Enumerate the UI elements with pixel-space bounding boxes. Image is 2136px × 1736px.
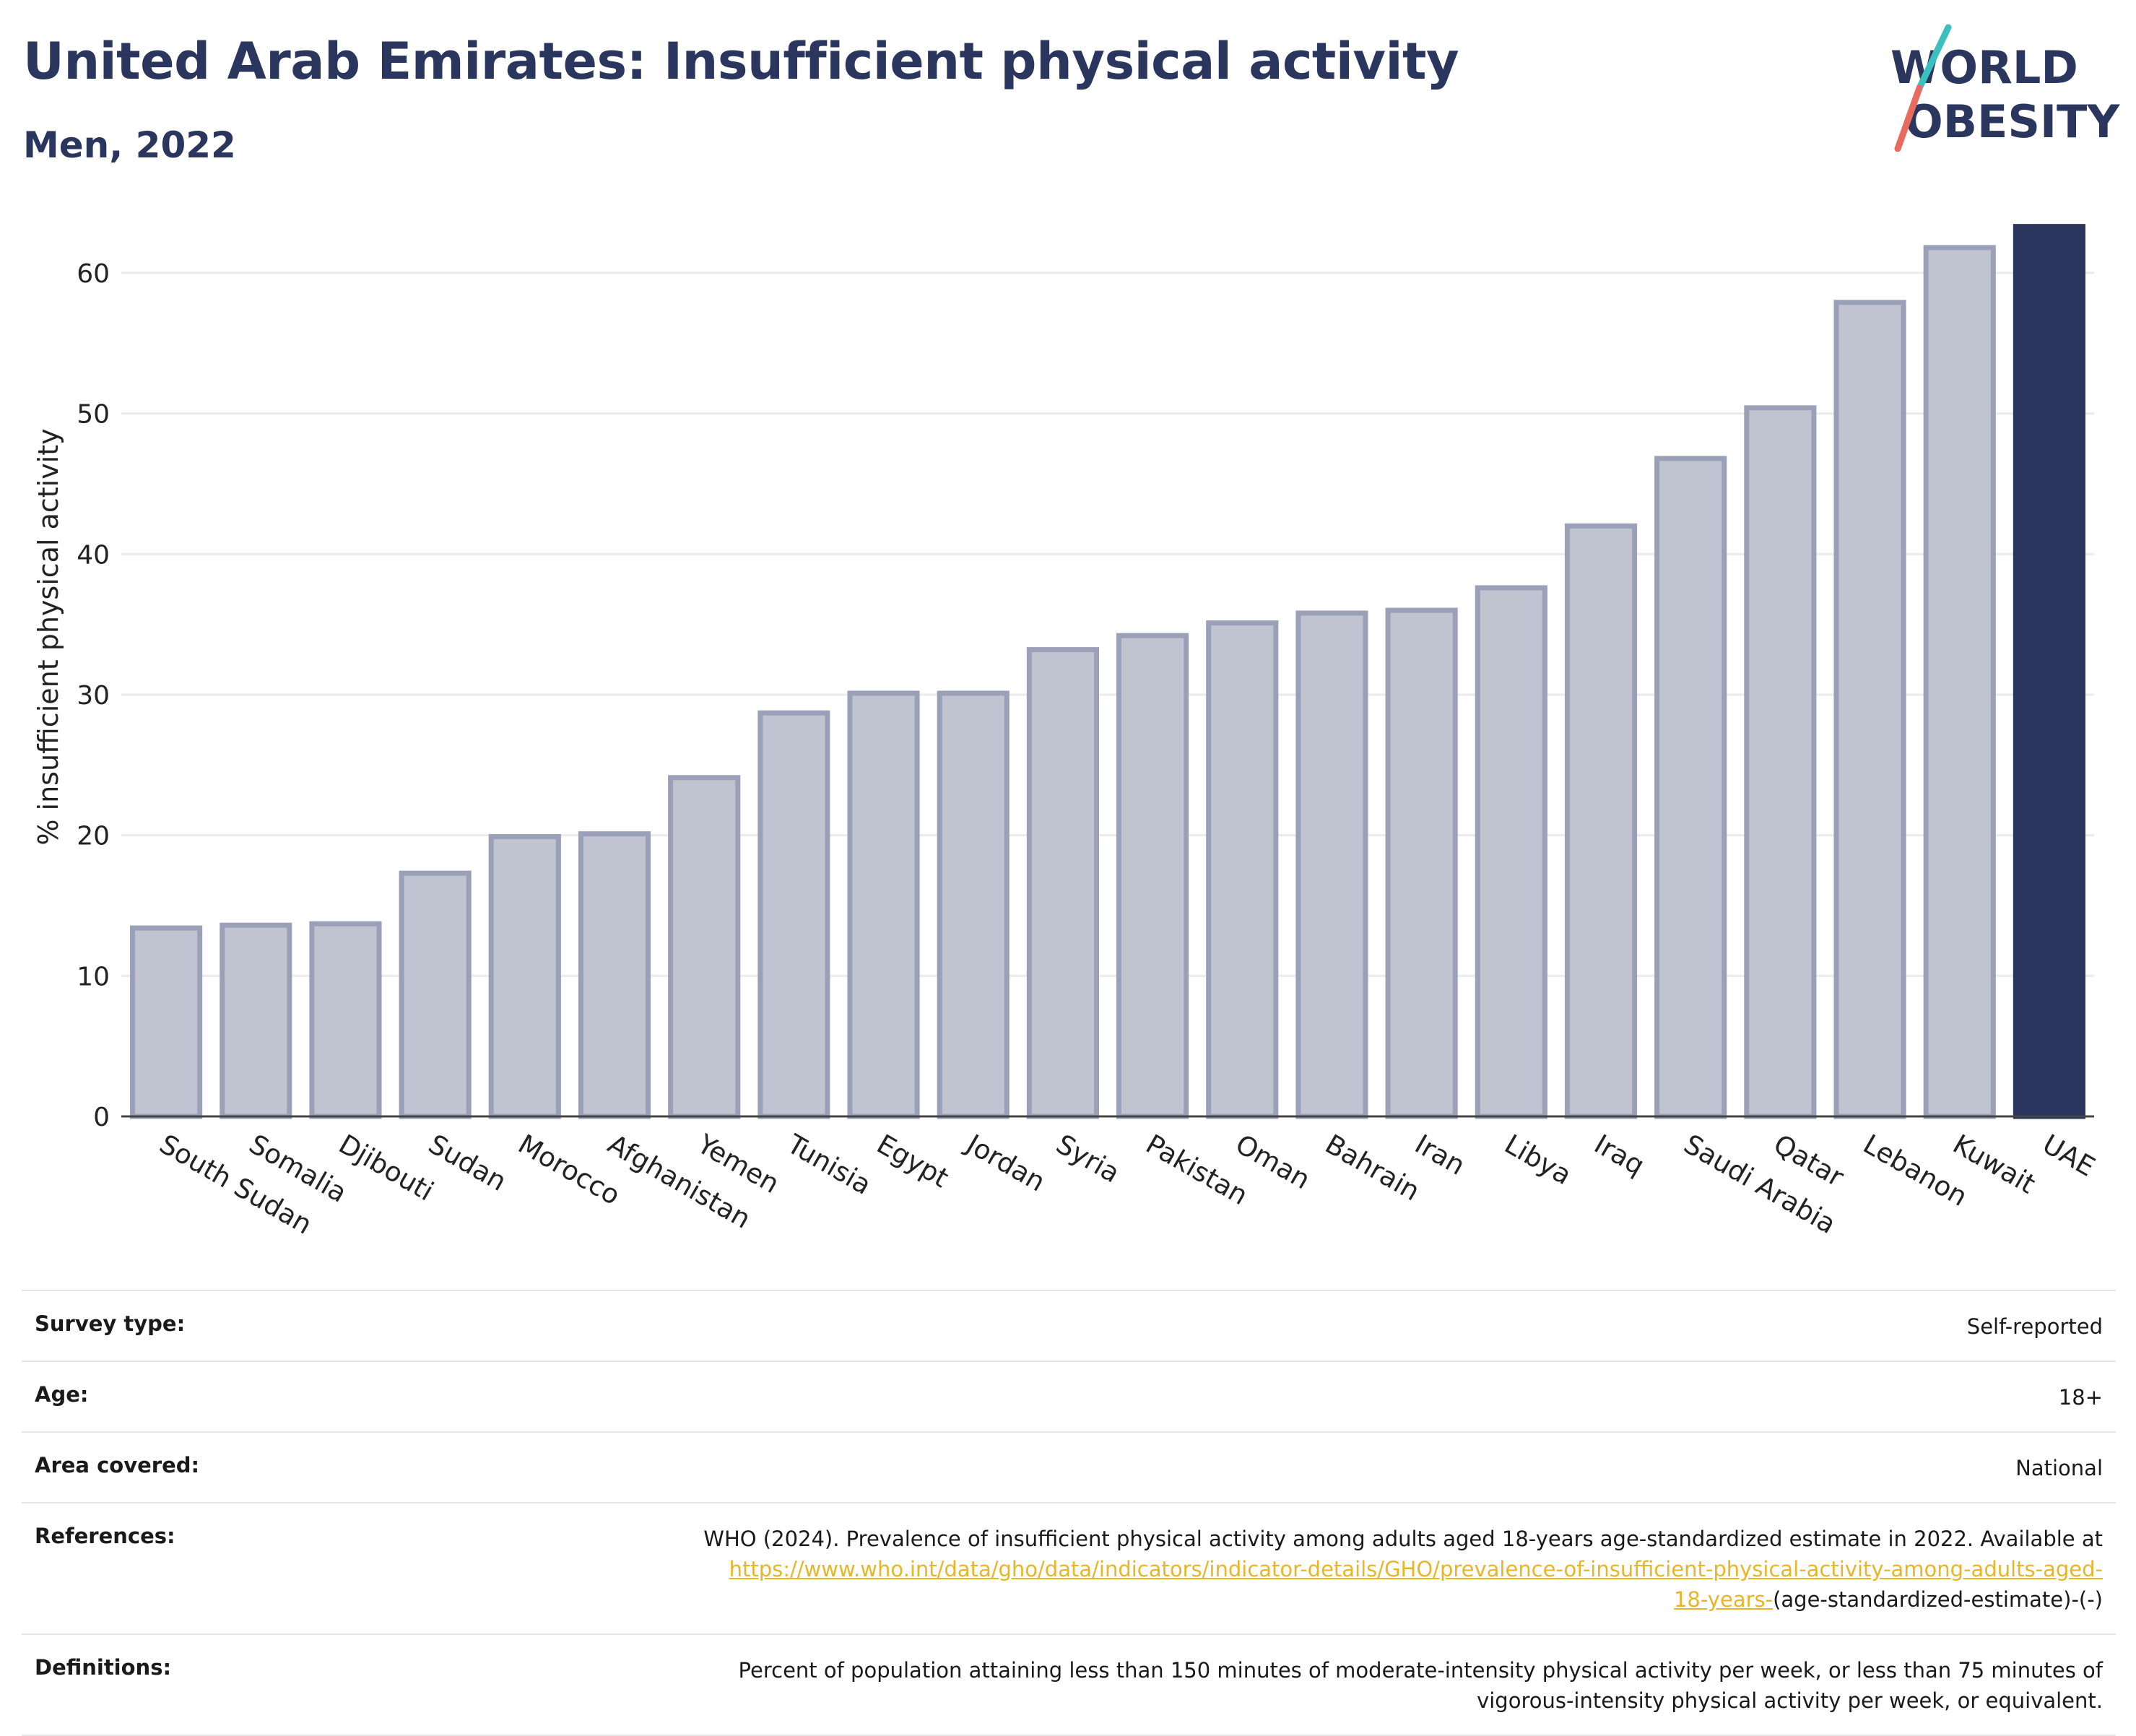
page-title: United Arab Emirates: Insufficient physi… — [23, 32, 1459, 91]
survey-type-label: Survey type: — [22, 1290, 338, 1361]
x-tick-label: Syria — [1051, 1129, 1125, 1189]
y-tick-label: 0 — [93, 1103, 110, 1132]
bar-yemen — [668, 775, 741, 1119]
x-tick-label: Sudan — [423, 1129, 511, 1198]
definitions-value: Percent of population attaining less tha… — [338, 1633, 2116, 1736]
x-tick-label: Pakistan — [1141, 1129, 1254, 1212]
y-tick-label: 10 — [77, 962, 110, 991]
x-tick-label: Saudi Arabia — [1679, 1129, 1841, 1241]
y-axis-label: % insufficient physical activity — [32, 428, 64, 845]
references-label: References: — [22, 1502, 338, 1634]
survey-type-value: Self-reported — [338, 1290, 2116, 1361]
x-tick-label: Morocco — [513, 1129, 625, 1212]
world-obesity-logo: WORLD OBESITY — [1890, 24, 2120, 152]
chart-y-tick-labels: 0 10 20 30 40 50 60 — [77, 259, 110, 1132]
info-row-age: Age: 18+ — [22, 1360, 2116, 1432]
definitions-text-line2: vigorous-intensity physical activity per… — [1477, 1688, 2103, 1713]
definitions-label: Definitions: — [22, 1633, 338, 1736]
logo-accent-teal — [1916, 24, 1952, 92]
x-tick-label: Tunisia — [781, 1128, 877, 1201]
chart-bars — [130, 224, 2085, 1119]
references-link-continued[interactable]: 18-years- — [1673, 1587, 1774, 1612]
bar-uae — [2013, 224, 2085, 1119]
bar-oman — [1206, 620, 1279, 1119]
info-row-definitions: Definitions: Percent of population attai… — [22, 1633, 2116, 1736]
y-tick-label: 30 — [77, 681, 110, 711]
bar-south-sudan — [130, 925, 203, 1119]
y-tick-label: 60 — [77, 259, 110, 289]
bar-saudi-arabia — [1654, 456, 1727, 1119]
x-tick-label: Egypt — [872, 1129, 954, 1194]
bar-sudan — [399, 870, 472, 1119]
bar-iran — [1385, 607, 1458, 1119]
bar-jordan — [937, 690, 1010, 1119]
bar-qatar — [1744, 405, 1817, 1119]
bar-morocco — [488, 834, 561, 1119]
area-covered-label: Area covered: — [22, 1431, 338, 1503]
info-row-survey-type: Survey type: Self-reported — [22, 1290, 2116, 1361]
x-tick-label: Iran — [1410, 1129, 1470, 1181]
info-row-references: References: WHO (2024). Prevalence of in… — [22, 1502, 2116, 1634]
x-tick-label: Djibouti — [334, 1129, 439, 1207]
references-suffix: (age-standardized-estimate)-(-) — [1773, 1587, 2103, 1612]
age-value: 18+ — [338, 1360, 2116, 1432]
bar-chart: 0 10 20 30 40 50 60 South SudanSomaliaDjibouti… — [32, 224, 2101, 1241]
y-tick-label: 50 — [77, 400, 110, 430]
bar-pakistan — [1116, 633, 1189, 1119]
references-value: WHO (2024). Prevalence of insufficient p… — [338, 1502, 2116, 1634]
bar-libya — [1475, 585, 1547, 1119]
bar-tunisia — [757, 710, 830, 1119]
bar-syria — [1026, 647, 1099, 1119]
x-tick-label: UAE — [2037, 1129, 2100, 1183]
info-table: Survey type: Self-reported Age: 18+ Area… — [22, 1290, 2116, 1736]
x-tick-label: Jordan — [960, 1128, 1050, 1198]
bar-bahrain — [1295, 610, 1368, 1119]
logo-accent-coral — [1894, 84, 1923, 152]
bar-djibouti — [309, 921, 382, 1119]
references-text: WHO (2024). Prevalence of insufficient p… — [703, 1527, 2103, 1551]
x-tick-label: Bahrain — [1320, 1129, 1425, 1207]
bar-somalia — [220, 922, 292, 1119]
info-row-area: Area covered: National — [22, 1431, 2116, 1503]
x-tick-label: South Sudan — [155, 1129, 318, 1241]
bar-afghanistan — [578, 831, 651, 1119]
x-tick-label: Libya — [1499, 1129, 1576, 1192]
bar-iraq — [1564, 523, 1638, 1119]
page-subtitle: Men, 2022 — [23, 124, 236, 166]
bar-egypt — [847, 690, 920, 1119]
y-tick-label: 40 — [77, 540, 110, 570]
area-covered-value: National — [338, 1431, 2116, 1503]
age-label: Age: — [22, 1360, 338, 1432]
bar-lebanon — [1833, 300, 1906, 1119]
logo-text-line2: OBESITY — [1905, 95, 2120, 148]
references-link[interactable]: https://www.who.int/data/gho/data/indica… — [729, 1557, 2103, 1581]
x-tick-label: Iraq — [1589, 1129, 1650, 1181]
bar-kuwait — [1923, 245, 1996, 1119]
y-tick-label: 20 — [77, 822, 110, 851]
definitions-text-line1: Percent of population attaining less tha… — [738, 1658, 2103, 1683]
